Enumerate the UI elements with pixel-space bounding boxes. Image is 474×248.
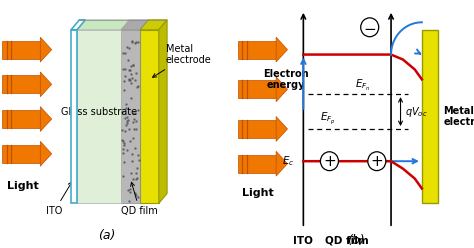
Polygon shape xyxy=(121,30,140,203)
Text: Light: Light xyxy=(7,181,38,191)
Polygon shape xyxy=(40,72,52,97)
Polygon shape xyxy=(276,151,287,176)
Polygon shape xyxy=(276,117,287,141)
Polygon shape xyxy=(40,107,52,131)
Text: Light: Light xyxy=(243,188,274,198)
Text: $E_{F_n}$: $E_{F_n}$ xyxy=(355,78,370,93)
Polygon shape xyxy=(276,77,287,102)
Polygon shape xyxy=(159,20,167,203)
Text: (a): (a) xyxy=(98,229,115,242)
Text: $qV_{oc}$: $qV_{oc}$ xyxy=(405,105,428,119)
Text: ITO: ITO xyxy=(293,236,313,246)
Polygon shape xyxy=(422,30,438,203)
Text: Electron
energy: Electron energy xyxy=(263,68,309,90)
Bar xyxy=(2,75,40,93)
Polygon shape xyxy=(77,30,121,203)
Polygon shape xyxy=(140,20,167,30)
Polygon shape xyxy=(71,30,77,203)
Circle shape xyxy=(320,152,338,171)
Text: $E_{F_p}$: $E_{F_p}$ xyxy=(320,111,336,127)
Polygon shape xyxy=(276,37,287,62)
Text: QD film: QD film xyxy=(325,236,369,246)
Polygon shape xyxy=(121,20,148,30)
Polygon shape xyxy=(140,30,159,203)
Text: ITO: ITO xyxy=(46,182,72,216)
Text: Metal
electrode: Metal electrode xyxy=(443,106,474,127)
Circle shape xyxy=(361,18,379,37)
Text: $+$: $+$ xyxy=(370,154,383,169)
Polygon shape xyxy=(77,20,129,30)
Text: (b): (b) xyxy=(346,234,365,247)
Polygon shape xyxy=(40,141,52,166)
Text: Glass substrate: Glass substrate xyxy=(61,107,137,117)
Text: $-$: $-$ xyxy=(363,20,376,35)
Bar xyxy=(238,80,276,98)
Polygon shape xyxy=(40,37,52,62)
Text: Metal
electrode: Metal electrode xyxy=(153,44,212,77)
Polygon shape xyxy=(71,20,85,30)
Bar xyxy=(238,155,276,173)
Text: $+$: $+$ xyxy=(323,154,336,169)
Circle shape xyxy=(368,152,386,171)
Bar xyxy=(2,145,40,163)
Bar xyxy=(2,41,40,59)
Text: QD film: QD film xyxy=(121,182,158,216)
Bar xyxy=(2,110,40,128)
Bar xyxy=(238,41,276,59)
Text: $E_c$: $E_c$ xyxy=(282,154,294,168)
Bar xyxy=(238,120,276,138)
